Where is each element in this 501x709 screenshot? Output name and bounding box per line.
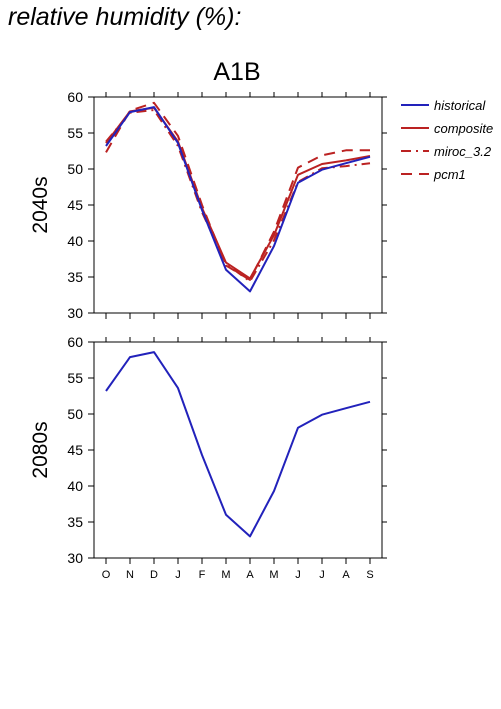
y-tick-label: 30: [67, 550, 83, 566]
x-tick-label: N: [126, 569, 134, 581]
chart-panel-1: 30 35 40 45 50 55 60 2040s: [29, 89, 387, 321]
y-tick-label: 50: [67, 161, 83, 177]
legend-label: pcm1: [433, 167, 466, 182]
y-tick-label: 40: [67, 233, 83, 249]
legend-label: historical: [434, 98, 486, 113]
x-tick-label: D: [150, 569, 158, 581]
series-line-historical: [105, 106, 371, 293]
x-tick-label: J: [319, 569, 325, 581]
series-line-historical: [105, 351, 371, 538]
y-axis-label: 2080s: [29, 421, 52, 478]
y-axis-label: 2040s: [29, 176, 52, 233]
x-tick-label: M: [221, 569, 230, 581]
x-tick-label: A: [246, 569, 254, 581]
legend: historical composite miroc_3.2 pcm1: [401, 98, 493, 182]
y-tick-label: 40: [67, 478, 83, 494]
y-tick-label: 60: [67, 89, 83, 105]
series-line-composite: [105, 106, 371, 280]
y-tick-label: 45: [67, 442, 83, 458]
x-tick-label: J: [295, 569, 301, 581]
y-tick-label: 60: [67, 334, 83, 350]
legend-label: miroc_3.2: [434, 144, 492, 159]
y-tick-label: 35: [67, 269, 83, 285]
series-line-pcm1: [105, 101, 370, 281]
chart-panel-2: 30 35 40 45 50 55 60 O N D J F M A M J J A S 2080s: [29, 334, 387, 581]
x-tick-label: S: [366, 569, 373, 581]
x-tick-label: O: [102, 569, 111, 581]
page-title: relative humidity (%):: [8, 3, 242, 31]
x-tick-label: F: [199, 569, 206, 581]
scenario-title: A1B: [213, 58, 260, 86]
y-tick-label: 45: [67, 197, 83, 213]
legend-label: composite: [434, 121, 493, 136]
y-tick-label: 50: [67, 406, 83, 422]
x-tick-label: M: [269, 569, 278, 581]
series-line-miroc-3-2: [105, 109, 371, 283]
y-tick-label: 55: [67, 125, 83, 141]
y-tick-label: 35: [67, 514, 83, 530]
x-tick-label: J: [175, 569, 181, 581]
y-tick-label: 30: [67, 305, 83, 321]
y-tick-label: 55: [67, 370, 83, 386]
x-tick-label: A: [342, 569, 350, 581]
